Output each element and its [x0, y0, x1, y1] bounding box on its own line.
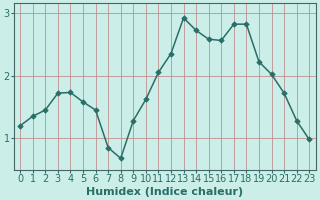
X-axis label: Humidex (Indice chaleur): Humidex (Indice chaleur)	[86, 187, 243, 197]
